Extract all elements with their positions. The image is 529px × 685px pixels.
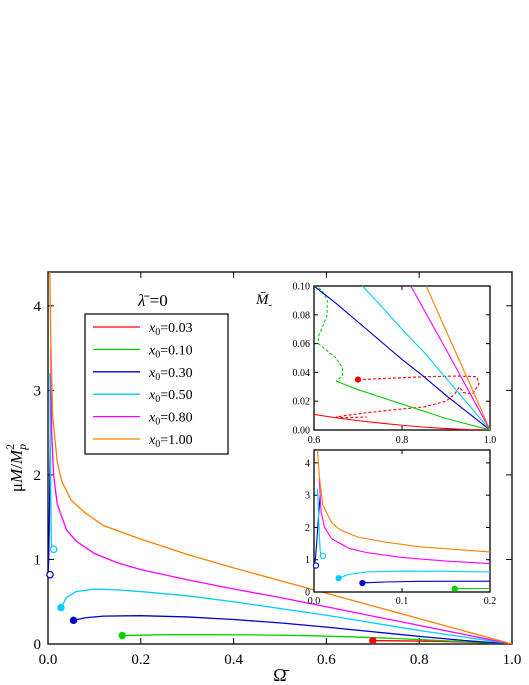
y-tick-label: 0.06 [293, 339, 311, 350]
inset-bottom-marker-4 [319, 552, 327, 560]
series-branch-point-x0-0-50 [49, 545, 58, 554]
inset-bottom-line-4 [316, 488, 322, 556]
y-tick-label: 3 [34, 383, 42, 399]
inset-top-line-6 [410, 286, 490, 430]
x-tick-label: 0.0 [308, 596, 321, 607]
series-group [314, 286, 490, 430]
x-tick-label: 0.2 [131, 652, 150, 668]
inset-top-marker-0 [354, 376, 362, 383]
x-axis-label: Ω̄ [273, 665, 289, 685]
inset-bottom-line-1 [362, 580, 490, 584]
series-line-x0-0-30 [73, 615, 512, 644]
y-tick-label: 0 [305, 588, 310, 599]
inset-bottom-line-3 [338, 570, 490, 579]
y-tick-label: 0.10 [293, 282, 311, 293]
x-tick-label: 1.0 [484, 435, 497, 446]
x-tick-label: 0.6 [317, 652, 336, 668]
y-axis-label: μM/Mp2 [3, 444, 29, 492]
x-tick-label: 1.0 [503, 652, 522, 668]
y-tick-label: 1 [305, 555, 310, 566]
y-tick-label: 0.02 [293, 397, 311, 408]
lambda-annotation: λ̄ =0 [137, 291, 168, 310]
inset-bottom-marker-1 [359, 579, 366, 587]
series-line-x0-0-10 [122, 634, 512, 644]
y-tick-label: 0.08 [293, 310, 311, 321]
y-tick-label: 4 [305, 458, 310, 469]
inset-bottom-line-6 [316, 450, 490, 553]
legend-label-x0-0-80: x0=0.80 [148, 411, 193, 428]
plot-frame [313, 449, 491, 593]
inset-top-line-5 [361, 286, 490, 430]
inset-top-label: M̄- [255, 292, 273, 311]
legend-label-x0-0-03: x0=0.03 [148, 321, 193, 338]
series-line-x0-0-80 [50, 348, 512, 644]
y-tick-label: 2 [34, 468, 42, 484]
x-tick-label: 0.4 [224, 652, 243, 668]
legend-label-x0-0-30: x0=0.30 [148, 366, 193, 383]
inset-bottom-marker-3 [335, 574, 342, 582]
series-start-point-x0-0-10 [118, 631, 126, 640]
inset-top-line-4 [314, 286, 490, 430]
legend: x0=0.03 x0=0.10 x0=0.30 x0=0.50 x0=0.80 x0=1.… [84, 313, 229, 455]
series-start-point-x0-0-50 [57, 603, 65, 612]
inset-top-line-7 [425, 286, 490, 430]
series-line-x0-0-50 [60, 588, 512, 644]
y-tick-label: 0 [34, 637, 42, 653]
series-branch-point-x0-0-30 [46, 570, 54, 579]
series-start-point-x0-0-03 [369, 636, 377, 645]
inset-top: 0.6 0.8 1.0 0.00 0.02 0.04 0.06 0.08 0.10 M̄- [255, 282, 496, 447]
inset-bottom: 0.0 0.1 0.2 0 1 2 3 4 [305, 449, 497, 607]
legend-label-x0-0-50: x0=0.50 [148, 388, 193, 405]
y-tick-label: 0.00 [293, 426, 311, 437]
y-tick-label: 1 [34, 552, 42, 568]
x-tick-label: 0.6 [308, 435, 321, 446]
legend-box [84, 313, 229, 455]
legend-label-x0-1-00: x0=1.00 [148, 433, 193, 450]
x-tick-label: 0.1 [396, 596, 409, 607]
inset-top-line-1 [335, 375, 480, 419]
inset-bottom-marker-0 [451, 585, 458, 592]
series-line-x0-1-00 [49, 272, 512, 644]
inset-bottom-line-2 [314, 495, 321, 566]
series-start-point-x0-0-30 [69, 616, 78, 625]
inset-bottom-line-5 [318, 479, 490, 565]
legend-label-x0-0-10: x0=0.10 [148, 343, 193, 360]
x-tick-label: 0.8 [410, 652, 429, 668]
y-tick-label: 3 [305, 491, 310, 502]
y-tick-label: 0.04 [293, 368, 311, 379]
x-tick-label: 0.0 [39, 652, 58, 668]
x-tick-label: 0.8 [396, 435, 409, 446]
series-branch-x0-0-50 [49, 373, 53, 550]
x-tick-label: 0.2 [484, 596, 497, 607]
y-tick-label: 2 [305, 523, 310, 534]
inset-bottom-marker-2 [312, 562, 320, 569]
inset-top-line-0 [314, 413, 490, 430]
series-group [48, 272, 512, 644]
inset-top-line-3 [335, 380, 490, 430]
y-tick-label: 4 [34, 299, 42, 315]
